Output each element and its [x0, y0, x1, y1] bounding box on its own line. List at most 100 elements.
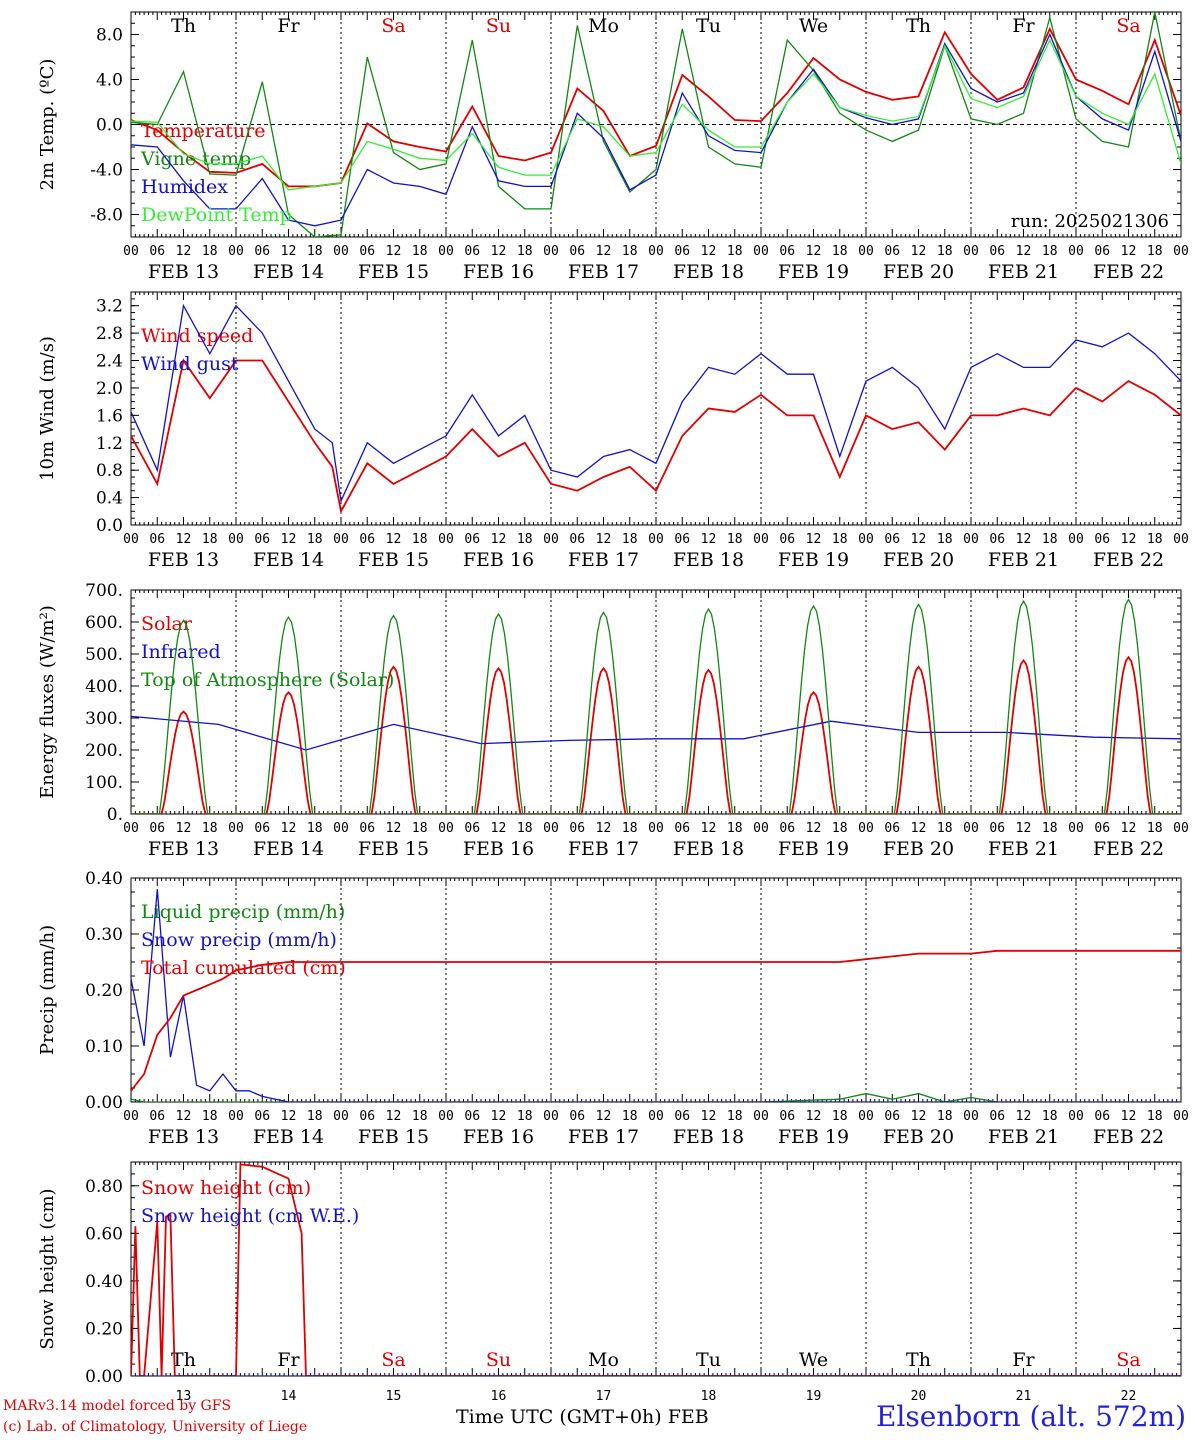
y-tick-label: 4.0 — [96, 71, 123, 91]
x-hour-label: 06 — [569, 532, 585, 547]
y-axis-label: 2m Temp. (ºC) — [37, 59, 58, 191]
y-tick-label: 3.2 — [96, 297, 123, 317]
x-hour-label: 18 — [412, 532, 428, 547]
x-hour-label: 18 — [937, 532, 953, 547]
x-hour-label: 06 — [989, 244, 1005, 259]
y-tick-label: 0.0 — [96, 116, 123, 136]
x-hour-label: 00 — [438, 1109, 454, 1124]
x-hour-label: 06 — [674, 821, 690, 836]
x-hour-label: 00 — [1173, 244, 1189, 259]
x-hour-label: 00 — [963, 532, 979, 547]
y-tick-label: 1.2 — [96, 434, 123, 454]
x-hour-label: 00 — [543, 244, 559, 259]
x-date-label: FEB 22 — [1093, 1126, 1164, 1148]
weekday-label: Su — [486, 1349, 511, 1371]
x-hour-label: 12 — [701, 821, 717, 836]
x-hour-label: 12 — [386, 1109, 402, 1124]
x-hour-label: 18 — [202, 244, 218, 259]
x-date-label: FEB 14 — [253, 1126, 324, 1148]
weekday-label: Th — [906, 1349, 931, 1371]
x-date-label: FEB 17 — [568, 838, 639, 860]
x-date-label: FEB 17 — [568, 1126, 639, 1148]
legend-entry: Wind speed — [141, 325, 253, 347]
x-hour-label: 18 — [202, 1109, 218, 1124]
legend-entry: Humidex — [141, 176, 228, 198]
x-hour-label: 18 — [1147, 532, 1163, 547]
y-tick-label: 1.6 — [96, 406, 123, 426]
x-date-label: FEB 21 — [988, 838, 1059, 860]
y-tick-label: 2.8 — [96, 324, 123, 344]
weekday-label: Fr — [277, 15, 300, 37]
weekday-label: Th — [171, 15, 196, 37]
x-date-label: FEB 13 — [148, 1126, 219, 1148]
x-hour-label: 00 — [753, 821, 769, 836]
x-hour-label: 00 — [543, 821, 559, 836]
y-tick-label: 500. — [85, 645, 123, 665]
x-hour-label: 06 — [674, 244, 690, 259]
x-hour-label: 18 — [517, 532, 533, 547]
x-hour-label: 06 — [674, 532, 690, 547]
x-hour-label: 00 — [753, 1109, 769, 1124]
x-hour-label: 12 — [596, 532, 612, 547]
x-hour-label: 06 — [254, 821, 270, 836]
x-hour-label: 18 — [202, 532, 218, 547]
x-hour-label: 00 — [1173, 821, 1189, 836]
x-hour-label: 00 — [333, 821, 349, 836]
series-line-blue — [131, 303, 1181, 504]
x-hour-label: 12 — [176, 532, 192, 547]
x-date-label: FEB 19 — [778, 261, 849, 283]
x-date-label: FEB 16 — [463, 1126, 534, 1148]
x-hour-label: 06 — [779, 244, 795, 259]
y-axis-label: Snow height (cm) — [37, 1188, 58, 1349]
y-tick-label: 0.40 — [85, 869, 123, 889]
x-hour-label: 18 — [937, 1109, 953, 1124]
x-hour-label: 12 — [176, 244, 192, 259]
weekday-label: Sa — [381, 1349, 405, 1371]
y-axis-label: 10m Wind (m/s) — [37, 336, 58, 481]
x-hour-label: 00 — [228, 532, 244, 547]
x-hour-label: 12 — [596, 244, 612, 259]
weekday-label: Fr — [277, 1349, 300, 1371]
series-line-green — [131, 1092, 1181, 1102]
x-date-label: FEB 19 — [778, 549, 849, 571]
x-hour-label: 00 — [333, 244, 349, 259]
x-hour-label: 12 — [1016, 821, 1032, 836]
x-hour-label: 00 — [963, 244, 979, 259]
x-hour-label: 06 — [779, 532, 795, 547]
x-hour-label: 18 — [412, 1109, 428, 1124]
x-hour-label: 18 — [937, 821, 953, 836]
x-hour-label: 18 — [832, 821, 848, 836]
x-hour-label: 12 — [281, 532, 297, 547]
x-date-label: FEB 16 — [463, 549, 534, 571]
x-hour-label: 12 — [281, 821, 297, 836]
x-hour-label: 18 — [727, 244, 743, 259]
panel-precip: 0.00 0.10 0.20 0.30 0.40 Precip (mm/h) 00 06 12 1… — [37, 869, 1189, 1148]
legend-entry: Liquid precip (mm/h) — [141, 901, 345, 923]
x-date-label: FEB 19 — [778, 1126, 849, 1148]
x-hour-label: 18 — [622, 1109, 638, 1124]
x-hour-label: 18 — [412, 821, 428, 836]
x-date-label: FEB 13 — [148, 261, 219, 283]
x-hour-label: 00 — [333, 1109, 349, 1124]
x-hour-label: 12 — [281, 1109, 297, 1124]
x-hour-label: 06 — [989, 1109, 1005, 1124]
x-hour-label: 12 — [806, 244, 822, 259]
x-hour-label: 06 — [149, 244, 165, 259]
x-hour-label: 06 — [1094, 1109, 1110, 1124]
y-tick-label: 100. — [85, 773, 123, 793]
x-hour-label: 18 — [1042, 821, 1058, 836]
x-hour-label: 12 — [491, 1109, 507, 1124]
x-hour-label: 06 — [359, 821, 375, 836]
y-tick-label: -4.0 — [90, 161, 123, 181]
series-line-red — [131, 358, 1181, 514]
x-hour-label: 00 — [1068, 244, 1084, 259]
y-tick-label: -8.0 — [90, 206, 123, 226]
y-tick-label: 300. — [85, 709, 123, 729]
y-tick-label: 600. — [85, 613, 123, 633]
x-date-label: FEB 13 — [148, 838, 219, 860]
x-date-label: FEB 21 — [988, 549, 1059, 571]
panel-snow: 0.00 0.20 0.40 0.60 0.80 Snow height (cm) Th Fr… — [37, 1161, 1182, 1404]
x-hour-label: 18 — [307, 821, 323, 836]
x-hour-label: 00 — [438, 244, 454, 259]
day-number-label: 14 — [281, 1389, 297, 1404]
